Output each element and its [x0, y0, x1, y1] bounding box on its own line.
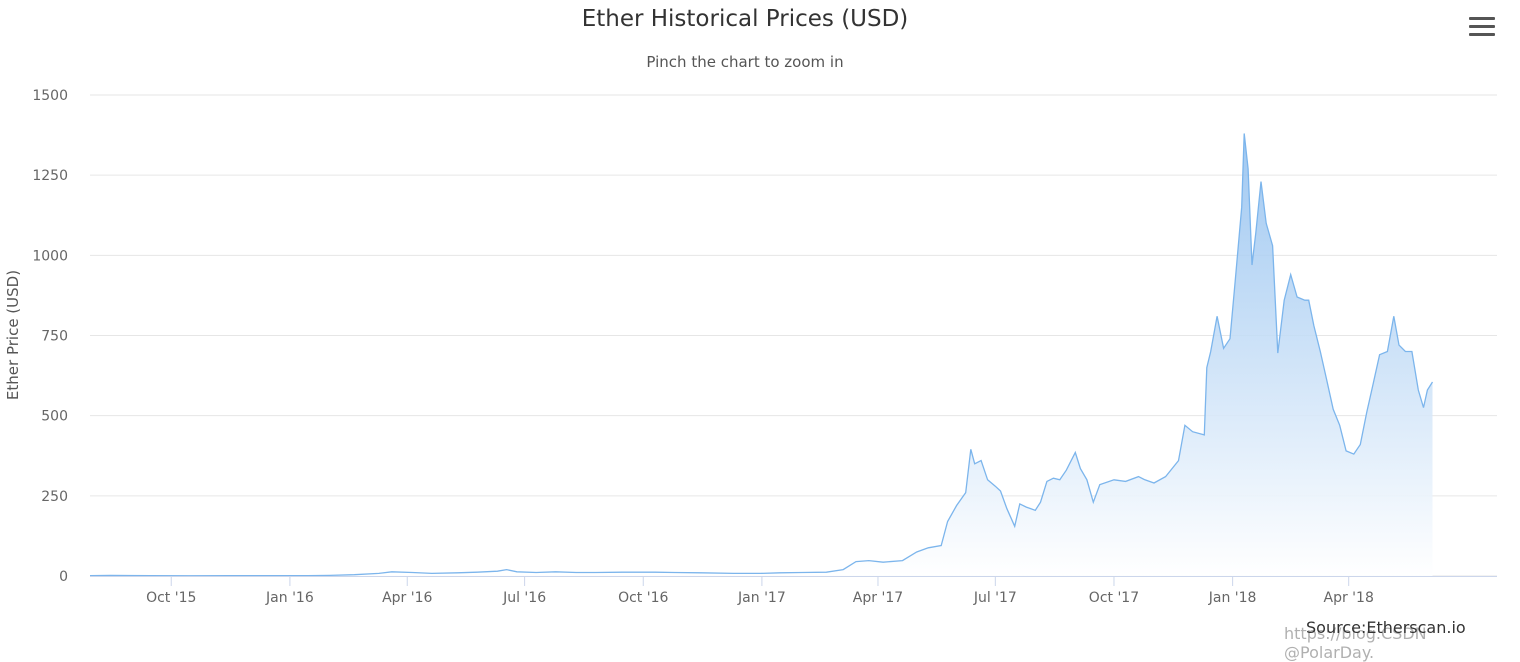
y-tick-label: 250	[41, 489, 68, 505]
y-tick-label: 750	[41, 329, 68, 345]
y-tick-label: 0	[59, 569, 68, 585]
y-axis-ticks: 0 250 500 750 1000 1250 1500	[32, 88, 68, 585]
x-tick-label: Jul '17	[973, 590, 1017, 606]
y-tick-label: 1500	[32, 88, 68, 104]
y-axis-label: Ether Price (USD)	[4, 270, 22, 400]
price-area-fill	[90, 133, 1433, 576]
x-tick-label: Jan '17	[737, 590, 786, 606]
price-series-line[interactable]	[89, 133, 1434, 577]
chart-subtitle: Pinch the chart to zoom in	[646, 53, 844, 71]
credits-link[interactable]: Source:Etherscan.io	[1306, 618, 1466, 637]
y-tick-label: 1250	[32, 168, 68, 184]
x-tick-label: Jan '18	[1208, 590, 1257, 606]
x-tick-label: Oct '17	[1089, 590, 1139, 606]
x-tick-label: Jul '16	[502, 590, 546, 606]
y-tick-label: 1000	[32, 248, 68, 264]
x-axis-ticks: Oct '15 Jan '16 Apr '16 Jul '16 Oct '16 Jan '…	[146, 576, 1374, 606]
x-tick-label: Jan '16	[265, 590, 314, 606]
x-tick-label: Apr '16	[382, 590, 432, 606]
x-tick-label: Oct '16	[618, 590, 668, 606]
x-tick-label: Oct '15	[146, 590, 196, 606]
menu-bar-middle	[1469, 25, 1495, 28]
hamburger-menu-icon[interactable]	[1464, 12, 1500, 44]
menu-bar-bottom	[1469, 33, 1495, 36]
x-tick-label: Apr '18	[1324, 590, 1374, 606]
chart-title: Ether Historical Prices (USD)	[581, 6, 909, 32]
x-tick-label: Apr '17	[853, 590, 903, 606]
y-tick-label: 500	[41, 409, 68, 425]
menu-bar-top	[1469, 17, 1495, 20]
